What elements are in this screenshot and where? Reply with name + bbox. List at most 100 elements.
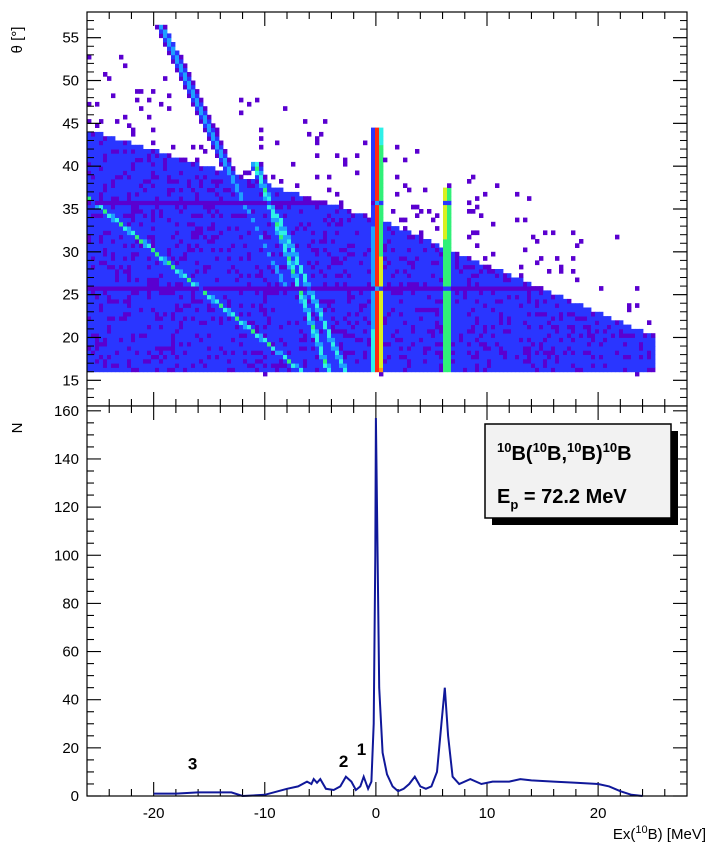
heatmap-cell <box>179 256 184 261</box>
heatmap-cell <box>491 316 496 321</box>
heatmap-cell <box>363 346 368 351</box>
heatmap-cell <box>235 243 240 248</box>
heatmap-cell <box>191 221 196 227</box>
heatmap-cell <box>451 277 456 283</box>
heatmap-cell <box>423 281 428 287</box>
heatmap-cell <box>291 303 296 308</box>
heatmap-cell <box>219 234 224 240</box>
heatmap-cell <box>459 346 464 351</box>
heatmap-cell <box>383 328 388 334</box>
heatmap-cell <box>139 204 144 210</box>
heatmap-cell <box>387 320 392 325</box>
heatmap-cell <box>191 346 196 351</box>
heatmap-cell <box>175 303 180 308</box>
heatmap-cell <box>251 354 256 360</box>
heatmap-cell <box>147 221 152 227</box>
heatmap-cell <box>179 294 184 300</box>
heatmap-cell <box>435 290 440 296</box>
heatmap-cell <box>247 170 252 176</box>
heatmap-cell <box>239 209 244 214</box>
heatmap-cell <box>295 354 300 360</box>
heatmap-cell <box>107 281 112 287</box>
heatmap-cell <box>199 324 204 330</box>
heatmap-cell <box>267 256 272 261</box>
heatmap-cell <box>371 196 376 201</box>
heatmap-cell <box>455 298 460 304</box>
heatmap-cell <box>551 367 556 373</box>
heatmap-cell <box>571 256 576 261</box>
heatmap-cell <box>155 324 160 330</box>
heatmap-cell <box>119 320 124 325</box>
heatmap-cell <box>363 324 368 330</box>
heatmap-cell <box>219 226 224 231</box>
heatmap-cell <box>347 290 352 296</box>
heatmap-cell <box>419 277 424 283</box>
heatmap-cell <box>191 328 196 334</box>
heatmap-cell <box>451 290 456 296</box>
heatmap-cell <box>135 89 140 94</box>
heatmap-cell <box>255 179 260 184</box>
heatmap-cell <box>259 200 264 206</box>
heatmap-cell <box>251 209 256 214</box>
heatmap-cell <box>319 303 324 308</box>
heatmap-cell <box>195 174 200 180</box>
heatmap-cell <box>375 234 380 240</box>
heatmap-cell <box>211 256 216 261</box>
heatmap-cell <box>199 217 204 223</box>
heatmap-cell <box>203 166 208 171</box>
heatmap-cell <box>315 247 320 253</box>
heatmap-cell <box>407 277 412 283</box>
heatmap-cell <box>399 298 404 304</box>
heatmap-cell <box>207 221 212 227</box>
heatmap-cell <box>119 358 124 364</box>
heatmap-cell <box>279 243 284 248</box>
heatmap-cell <box>171 358 176 364</box>
heatmap-cell <box>119 286 124 291</box>
heatmap-cell <box>155 179 160 184</box>
heatmap-cell <box>311 217 316 223</box>
heatmap-cell <box>327 341 332 347</box>
heatmap-cell <box>359 337 364 343</box>
heatmap-cell <box>291 337 296 343</box>
heatmap-cell <box>95 149 100 154</box>
heatmap-cell <box>367 234 372 240</box>
heatmap-cell <box>275 273 280 278</box>
heatmap-cell <box>167 209 172 214</box>
heatmap-cell <box>479 311 484 317</box>
heatmap-cell <box>111 337 116 343</box>
heatmap-cell <box>95 264 100 270</box>
heatmap-cell <box>579 363 584 368</box>
heatmap-cell <box>127 166 132 171</box>
heatmap-cell <box>135 204 140 210</box>
heatmap-cell <box>223 354 228 360</box>
heatmap-cell <box>459 324 464 330</box>
heatmap-cell <box>487 358 492 364</box>
heatmap-cell <box>171 286 176 291</box>
heatmap-cell <box>439 264 444 270</box>
heatmap-cell <box>103 179 108 184</box>
heatmap-cell <box>375 187 380 193</box>
heatmap-cell <box>263 187 268 193</box>
heatmap-cell <box>511 294 516 300</box>
heatmap-cell <box>99 294 104 300</box>
heatmap-cell <box>459 273 464 278</box>
heatmap-cell <box>555 350 560 355</box>
heatmap-cell <box>283 277 288 283</box>
heatmap-cell <box>99 320 104 325</box>
heatmap-cell <box>103 303 108 308</box>
heatmap-cell <box>395 354 400 360</box>
heatmap-cell <box>151 213 156 218</box>
heatmap-cell <box>219 298 224 304</box>
heatmap-cell <box>423 269 428 274</box>
heatmap-cell <box>147 269 152 274</box>
heatmap-cell <box>523 320 528 325</box>
heatmap-cell <box>471 290 476 296</box>
heatmap-cell <box>235 358 240 364</box>
heatmap-cell <box>423 346 428 351</box>
heatmap-cell <box>91 157 96 163</box>
heatmap-cell <box>251 363 256 368</box>
heatmap-cell <box>231 316 236 321</box>
heatmap-cell <box>271 264 276 270</box>
heatmap-cell <box>135 196 140 201</box>
heatmap-cell <box>323 226 328 231</box>
